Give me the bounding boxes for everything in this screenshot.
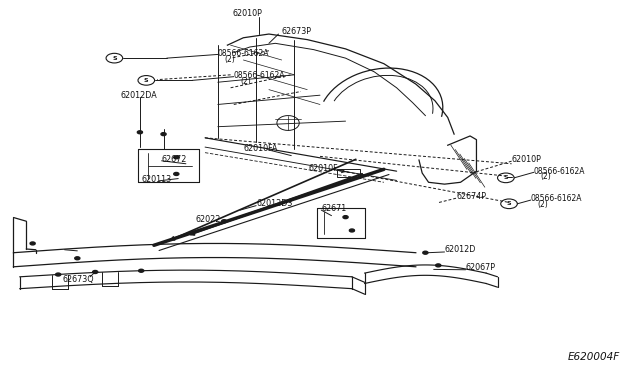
Circle shape bbox=[173, 173, 179, 176]
Text: 62672: 62672 bbox=[162, 155, 187, 164]
Circle shape bbox=[56, 273, 61, 276]
Text: 62671: 62671 bbox=[321, 204, 346, 213]
Text: 08566-6162A: 08566-6162A bbox=[534, 167, 586, 176]
Text: S: S bbox=[507, 201, 511, 206]
Circle shape bbox=[221, 220, 227, 223]
Text: (2): (2) bbox=[224, 55, 235, 64]
Text: 08566-6162A: 08566-6162A bbox=[234, 71, 285, 80]
Text: 08566-6162A: 08566-6162A bbox=[218, 49, 269, 58]
Text: 62067P: 62067P bbox=[466, 263, 495, 272]
Circle shape bbox=[139, 269, 144, 272]
FancyBboxPatch shape bbox=[337, 169, 360, 177]
Text: 62022: 62022 bbox=[195, 215, 221, 224]
Text: 62673Q: 62673Q bbox=[62, 275, 93, 284]
Text: 62010F: 62010F bbox=[308, 164, 338, 173]
Text: 08566-6162A: 08566-6162A bbox=[531, 195, 582, 203]
Circle shape bbox=[173, 156, 179, 159]
Text: 62012D: 62012D bbox=[445, 245, 476, 254]
Text: 62010P: 62010P bbox=[232, 9, 262, 18]
Circle shape bbox=[349, 229, 355, 232]
Circle shape bbox=[436, 264, 441, 267]
Text: (2): (2) bbox=[540, 172, 551, 181]
Circle shape bbox=[343, 216, 348, 219]
Text: S: S bbox=[504, 175, 508, 180]
Text: (2): (2) bbox=[537, 201, 548, 209]
Text: E620004F: E620004F bbox=[568, 352, 620, 362]
Text: 62010FA: 62010FA bbox=[243, 144, 278, 153]
Text: 620113: 620113 bbox=[141, 175, 172, 184]
Text: 62010P: 62010P bbox=[511, 155, 541, 164]
Circle shape bbox=[423, 251, 428, 254]
Circle shape bbox=[161, 133, 166, 136]
Circle shape bbox=[75, 257, 80, 260]
Circle shape bbox=[30, 242, 35, 245]
Circle shape bbox=[138, 131, 143, 134]
Circle shape bbox=[93, 270, 98, 273]
Text: 62012DA: 62012DA bbox=[121, 91, 157, 100]
Text: 62674P: 62674P bbox=[456, 192, 486, 201]
Text: 62012D3: 62012D3 bbox=[256, 199, 292, 208]
Text: (2): (2) bbox=[240, 77, 251, 86]
Text: S: S bbox=[144, 78, 148, 83]
Text: 62673P: 62673P bbox=[282, 26, 312, 36]
Text: S: S bbox=[112, 56, 116, 61]
